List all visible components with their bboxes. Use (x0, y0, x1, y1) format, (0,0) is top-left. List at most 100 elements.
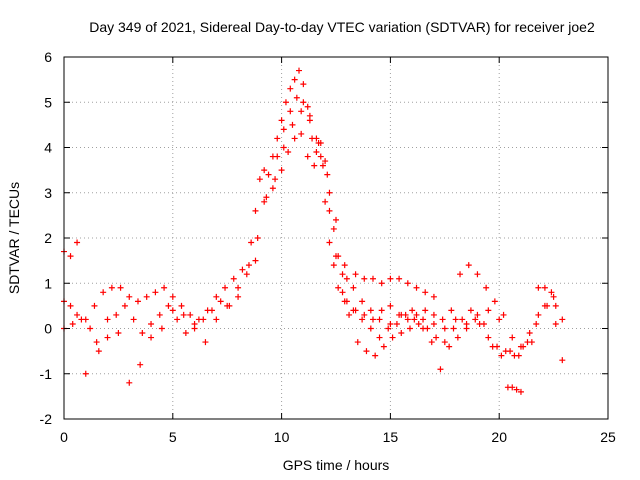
data-point (263, 194, 270, 201)
data-point (387, 302, 394, 309)
data-point (104, 334, 111, 341)
data-point (300, 81, 307, 88)
data-point (559, 316, 566, 323)
data-point (552, 302, 559, 309)
data-point (437, 366, 444, 373)
data-point (139, 330, 146, 337)
data-point (385, 325, 392, 332)
data-point (239, 266, 246, 273)
data-point (230, 275, 237, 282)
axis-ticks (63, 56, 609, 420)
data-point (367, 325, 374, 332)
data-point (372, 352, 379, 359)
data-point (117, 284, 124, 291)
data-point (126, 379, 133, 386)
data-point (285, 149, 292, 156)
data-point (428, 339, 435, 346)
data-point (341, 262, 348, 269)
data-point (130, 316, 137, 323)
data-point (526, 330, 533, 337)
data-point (393, 320, 400, 327)
data-point (411, 316, 418, 323)
data-point (180, 311, 187, 318)
data-point (335, 284, 342, 291)
data-point (548, 289, 555, 296)
data-point (315, 139, 322, 146)
data-point (252, 257, 259, 264)
data-point (380, 343, 387, 350)
data-point (441, 325, 448, 332)
data-point (517, 388, 524, 395)
data-point (330, 225, 337, 232)
data-point (441, 339, 448, 346)
data-point (243, 271, 250, 278)
data-point (293, 94, 300, 101)
x-axis-label: GPS time / hours (283, 457, 390, 473)
data-point (439, 316, 446, 323)
data-point (369, 316, 376, 323)
data-point (304, 153, 311, 160)
data-point (550, 293, 557, 300)
y-tick-label: 4 (44, 140, 52, 156)
data-point (517, 343, 524, 350)
data-point (430, 320, 437, 327)
data-point (178, 302, 185, 309)
data-point (287, 108, 294, 115)
data-point (274, 135, 281, 142)
data-point (474, 311, 481, 318)
data-point (265, 171, 272, 178)
data-point (296, 67, 303, 74)
y-tick-label: 3 (44, 185, 52, 201)
data-point (291, 135, 298, 142)
data-point (333, 216, 339, 223)
data-point (480, 320, 487, 327)
data-point (339, 289, 346, 296)
x-tick-label: 15 (383, 429, 399, 445)
data-point (330, 262, 337, 269)
y-tick-label: 1 (44, 275, 52, 291)
data-point (113, 311, 120, 318)
data-point (91, 302, 98, 309)
data-point (95, 348, 102, 355)
data-point (359, 316, 366, 323)
data-point (313, 135, 320, 142)
data-point (306, 112, 313, 119)
data-point (104, 316, 111, 323)
series-track-4 (61, 239, 566, 364)
data-point (489, 343, 496, 350)
data-point (67, 302, 74, 309)
data-point (137, 361, 144, 368)
data-point (472, 316, 479, 323)
data-point (248, 239, 255, 246)
data-point (254, 235, 261, 241)
data-point (187, 311, 194, 318)
data-point (298, 130, 305, 137)
data-point (278, 117, 285, 124)
data-point (376, 316, 383, 323)
data-point (350, 284, 357, 291)
data-point (430, 311, 437, 318)
data-point (93, 339, 100, 346)
data-point (361, 311, 368, 318)
data-point (369, 275, 376, 282)
data-point (459, 316, 466, 323)
data-point (420, 325, 427, 332)
data-point (300, 99, 307, 106)
data-points (61, 67, 566, 395)
data-point (398, 330, 405, 337)
data-point (463, 325, 470, 332)
data-point (533, 320, 540, 327)
data-point (409, 307, 416, 314)
data-point (322, 198, 329, 205)
data-point (457, 271, 464, 278)
data-point (74, 311, 81, 318)
data-point (202, 339, 209, 346)
data-point (339, 271, 346, 278)
data-point (182, 330, 189, 337)
data-point (304, 103, 311, 110)
data-point (483, 284, 490, 291)
data-point (115, 330, 122, 337)
data-point (322, 158, 329, 165)
